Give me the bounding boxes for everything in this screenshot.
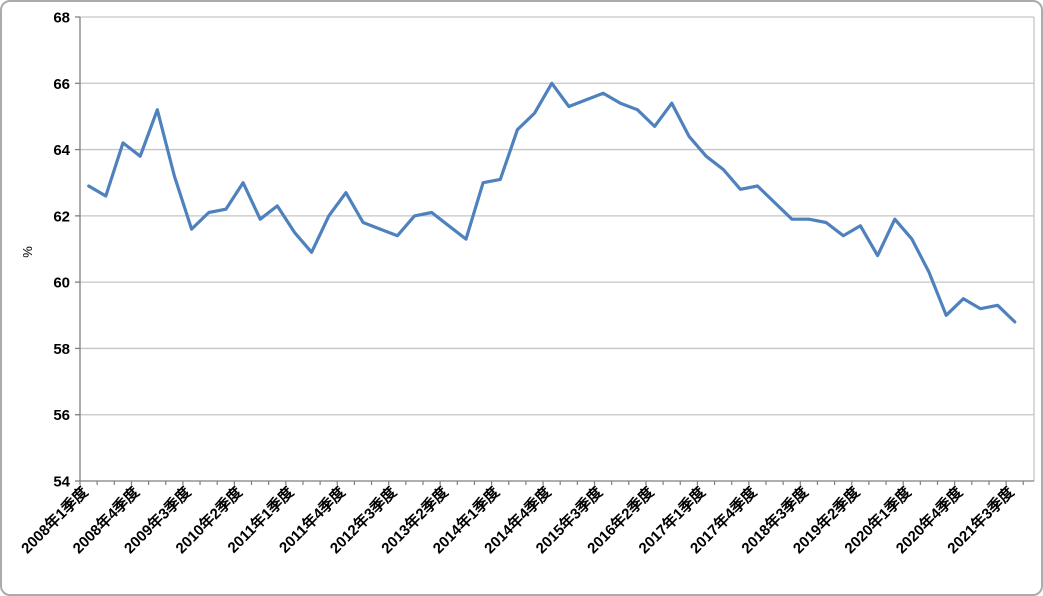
y-tick-label: 58: [53, 341, 70, 358]
y-tick-label: 54: [53, 474, 70, 491]
y-tick-label: 64: [53, 142, 70, 159]
y-tick-label: 62: [53, 208, 70, 225]
y-tick-label: 68: [53, 10, 70, 27]
y-tick-label: 60: [53, 275, 70, 292]
y-tick-label: 66: [53, 76, 70, 93]
y-axis-title: %: [20, 246, 35, 258]
data-series-line: [87, 81, 1017, 324]
y-tick-label: 56: [53, 407, 70, 424]
